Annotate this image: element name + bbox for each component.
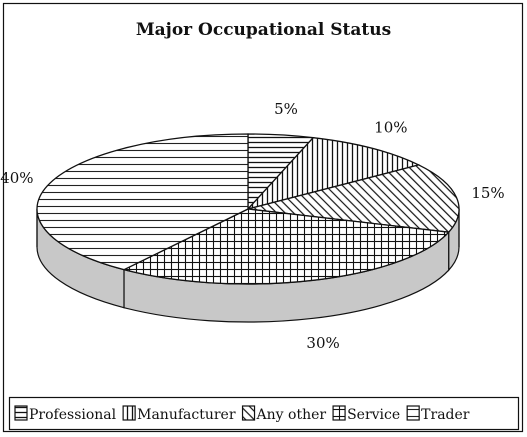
- legend-label: Service: [347, 407, 400, 423]
- pie-value-label: 40%: [0, 169, 33, 187]
- legend-border: [8, 396, 520, 431]
- legend: Professional Manufacturer Any other Service…: [8, 396, 520, 431]
- legend-swatch: [241, 405, 256, 421]
- legend-swatch: [122, 405, 136, 421]
- pie-slice-service: [122, 208, 451, 285]
- pie-value-label: 30%: [306, 334, 339, 352]
- legend-item: Any other: [241, 405, 327, 423]
- legend-item: Service: [332, 405, 400, 423]
- pie-slice-trader: [36, 133, 249, 271]
- legend-label: Manufacturer: [137, 407, 236, 423]
- legend-swatch: [14, 405, 28, 421]
- legend-item: Manufacturer: [122, 405, 236, 423]
- legend-item: Trader: [406, 405, 470, 423]
- pie-top-slices: [36, 133, 460, 285]
- legend-item: Professional: [14, 405, 117, 423]
- legend-swatch: [332, 405, 346, 421]
- pie-value-label: 15%: [471, 184, 504, 202]
- pie-value-label: 10%: [374, 118, 407, 136]
- legend-swatch: [406, 405, 420, 421]
- pie-value-label: 5%: [274, 100, 298, 118]
- pie-slice-any-other: [247, 164, 460, 233]
- chart-title: Major Occupational Status: [135, 20, 392, 40]
- legend-label: Professional: [29, 407, 117, 423]
- pie-value-labels: 5% 10% 15% 30% 40%: [0, 100, 504, 352]
- pie-slice-manufacturer: [246, 136, 421, 211]
- legend-label: Any other: [256, 407, 327, 423]
- pie-side-walls: [36, 208, 460, 323]
- legend-label: Trader: [421, 407, 470, 423]
